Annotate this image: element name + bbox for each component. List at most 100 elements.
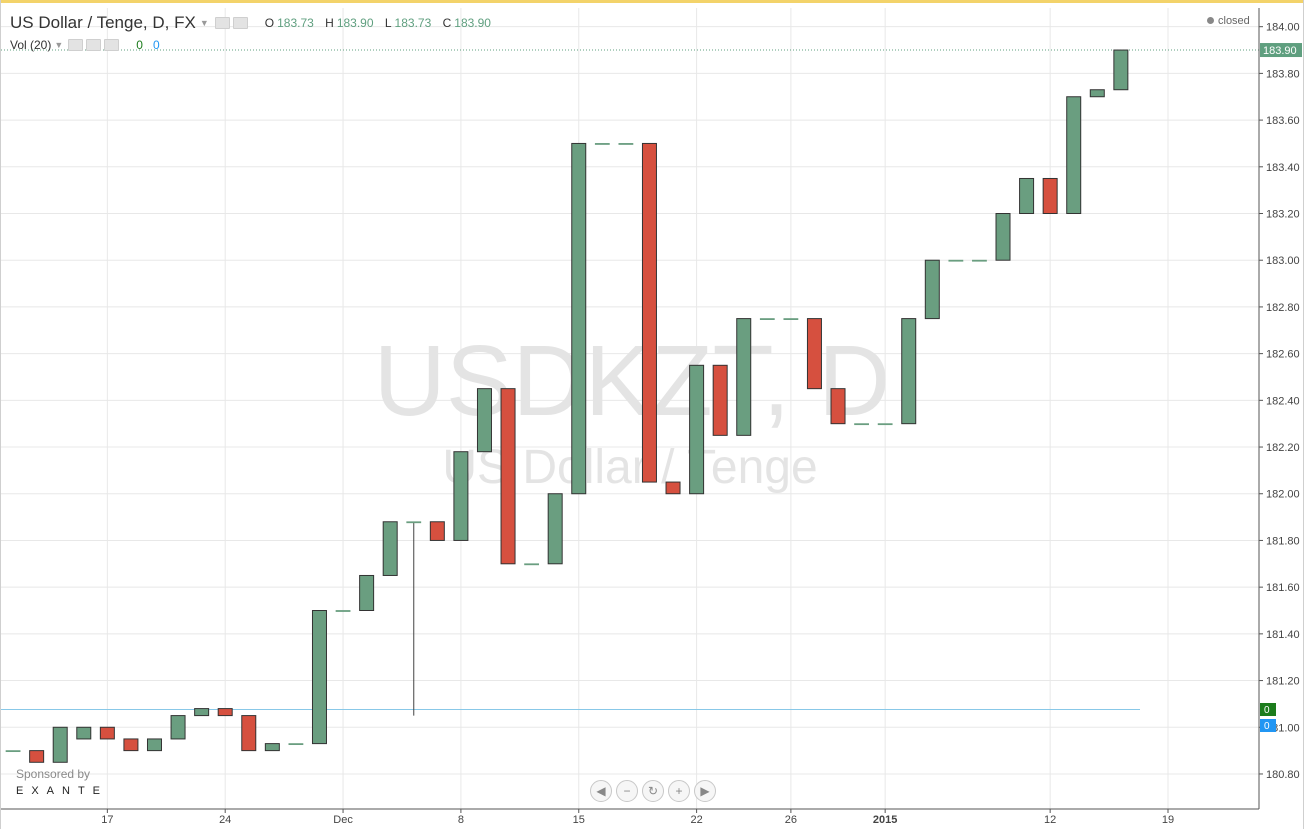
candle xyxy=(288,743,304,746)
zoom-out-button[interactable]: − xyxy=(616,780,638,802)
candle-body xyxy=(5,750,21,753)
eye-icon[interactable] xyxy=(68,39,84,51)
candle-body xyxy=(311,610,327,745)
candle xyxy=(1113,49,1129,91)
candle xyxy=(1019,177,1035,215)
time-axis: 17 24 Dec 8 15 22 26 2015 12 19 xyxy=(101,809,1174,826)
watermark-symbol: USDKZT, D xyxy=(374,325,891,437)
time-tick-label: 26 xyxy=(785,814,797,826)
candle-body xyxy=(924,259,940,320)
candle xyxy=(476,388,492,453)
candle-body xyxy=(99,726,115,740)
market-status: closed xyxy=(1207,15,1250,27)
candle-body xyxy=(806,318,822,390)
candle-body xyxy=(854,423,869,426)
candle-body xyxy=(1089,89,1105,98)
price-tick-label: 181.60 xyxy=(1266,582,1300,594)
price-tick-label: 183.80 xyxy=(1266,68,1300,80)
time-tick-label: 22 xyxy=(690,814,702,826)
volume-value-b: 0 xyxy=(152,38,160,52)
zoom-in-button[interactable]: + xyxy=(668,780,690,802)
scroll-right-button[interactable]: ▶ xyxy=(694,780,716,802)
candle xyxy=(406,521,422,716)
candle-body xyxy=(972,259,987,262)
time-tick-label: 19 xyxy=(1162,814,1174,826)
ohlc-open-value: 183.73 xyxy=(277,16,314,30)
price-tick-label: 181.20 xyxy=(1266,676,1300,688)
candle-body xyxy=(241,715,257,752)
candle xyxy=(99,726,115,740)
close-icon[interactable] xyxy=(104,39,120,51)
price-tick-label: 182.60 xyxy=(1266,349,1300,361)
settings-icon[interactable] xyxy=(86,39,102,51)
sponsor-logo[interactable]: EXANTE xyxy=(16,785,109,797)
candle-body xyxy=(335,610,351,612)
candle xyxy=(429,521,445,541)
candle xyxy=(948,259,964,262)
candle-body xyxy=(1113,49,1129,91)
price-tick-label: 183.20 xyxy=(1266,209,1300,221)
chevron-down-icon[interactable]: ▼ xyxy=(54,40,64,50)
volume-value-a: 0 xyxy=(136,38,143,52)
ohlc-close-value: 183.90 xyxy=(454,16,491,30)
chevron-down-icon[interactable]: ▼ xyxy=(199,18,209,28)
candle-body xyxy=(76,726,92,740)
price-axis: 180.80181.00181.20181.40181.60181.80182.… xyxy=(1259,22,1300,781)
top-accent-bar xyxy=(0,0,1304,3)
candle xyxy=(1066,96,1082,215)
settings-icon[interactable] xyxy=(232,17,248,29)
candle-body xyxy=(641,142,657,483)
candle xyxy=(194,708,210,717)
candle-body xyxy=(453,451,469,541)
candle xyxy=(972,259,987,262)
scroll-left-button[interactable]: ◀ xyxy=(590,780,612,802)
candle-body xyxy=(170,715,186,740)
candle xyxy=(453,451,469,541)
candle xyxy=(618,143,634,145)
symbol-title[interactable]: US Dollar / Tenge, D, FX xyxy=(10,13,196,32)
candle xyxy=(759,318,775,320)
candle-body xyxy=(571,142,587,495)
candle-body xyxy=(1042,177,1058,215)
candle-body xyxy=(29,750,45,763)
time-tick-label: 12 xyxy=(1044,814,1056,826)
candle-body xyxy=(877,423,893,426)
price-tick-label: 183.40 xyxy=(1266,162,1300,174)
candle-body xyxy=(476,388,492,453)
candle-body xyxy=(500,388,516,565)
candle xyxy=(571,142,587,495)
candle-body xyxy=(547,493,563,565)
eye-icon[interactable] xyxy=(214,17,230,29)
candle xyxy=(5,750,21,753)
candle-body xyxy=(288,743,304,746)
candle-body xyxy=(429,521,445,541)
candle xyxy=(311,610,327,745)
status-dot-icon xyxy=(1207,17,1214,24)
candle xyxy=(736,318,752,436)
watermark-name: US Dollar / Tenge xyxy=(442,441,817,494)
plot-background xyxy=(1,8,1259,809)
ohlc-readout: O 183.73 H 183.90 L 183.73 C 183.90 xyxy=(265,16,499,30)
price-tick-label: 181.80 xyxy=(1266,535,1300,547)
candle-body xyxy=(830,388,846,425)
volume-label[interactable]: Vol (20) xyxy=(10,38,52,52)
candle xyxy=(1089,89,1105,98)
price-tick-label: 183.00 xyxy=(1266,255,1300,267)
candle-body xyxy=(146,738,162,752)
candle xyxy=(29,750,45,763)
candle-body xyxy=(264,743,280,752)
volume-legend: Vol (20) ▼ 0 0 xyxy=(10,37,160,53)
candle xyxy=(359,574,375,612)
sponsor-block[interactable]: Sponsored by EXANTE xyxy=(16,767,108,797)
price-tick-label: 181.40 xyxy=(1266,629,1300,641)
candle-body xyxy=(123,738,139,752)
reset-view-button[interactable]: ↻ xyxy=(642,780,664,802)
time-tick-label: 2015 xyxy=(873,814,897,826)
candle-body xyxy=(665,481,681,495)
volume-marker-a-label: 0 xyxy=(1264,705,1270,716)
candle xyxy=(665,481,681,495)
candle xyxy=(1042,177,1058,215)
candle xyxy=(547,493,563,565)
candle xyxy=(52,726,68,763)
